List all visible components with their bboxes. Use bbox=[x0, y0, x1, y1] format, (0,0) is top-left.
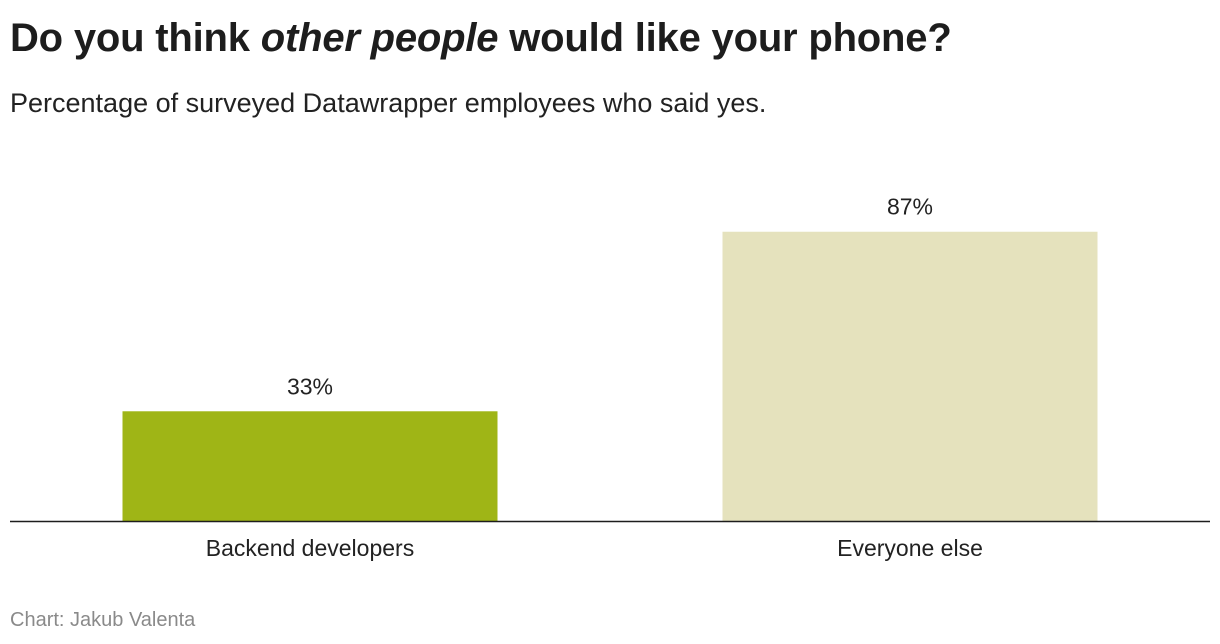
bar-chart: 33% Backend developers 87% Everyone else bbox=[0, 140, 1220, 580]
bar-chart-svg: 33% Backend developers 87% Everyone else bbox=[10, 194, 1210, 561]
title-text-end: would like your phone? bbox=[498, 16, 952, 60]
category-label: Backend developers bbox=[206, 535, 414, 561]
value-label: 33% bbox=[287, 373, 333, 399]
chart-title: Do you think other people would like you… bbox=[10, 14, 952, 62]
chart-source: Chart: Jakub Valenta bbox=[10, 609, 196, 631]
bar-everyone-else bbox=[722, 231, 1098, 522]
bar-backend-developers bbox=[122, 411, 498, 521]
category-label: Everyone else bbox=[837, 535, 983, 561]
value-label: 87% bbox=[887, 194, 933, 220]
title-text-start: Do you think bbox=[10, 16, 261, 60]
chart-subtitle: Percentage of surveyed Datawrapper emplo… bbox=[10, 88, 767, 118]
title-emphasis: other people bbox=[260, 16, 499, 60]
